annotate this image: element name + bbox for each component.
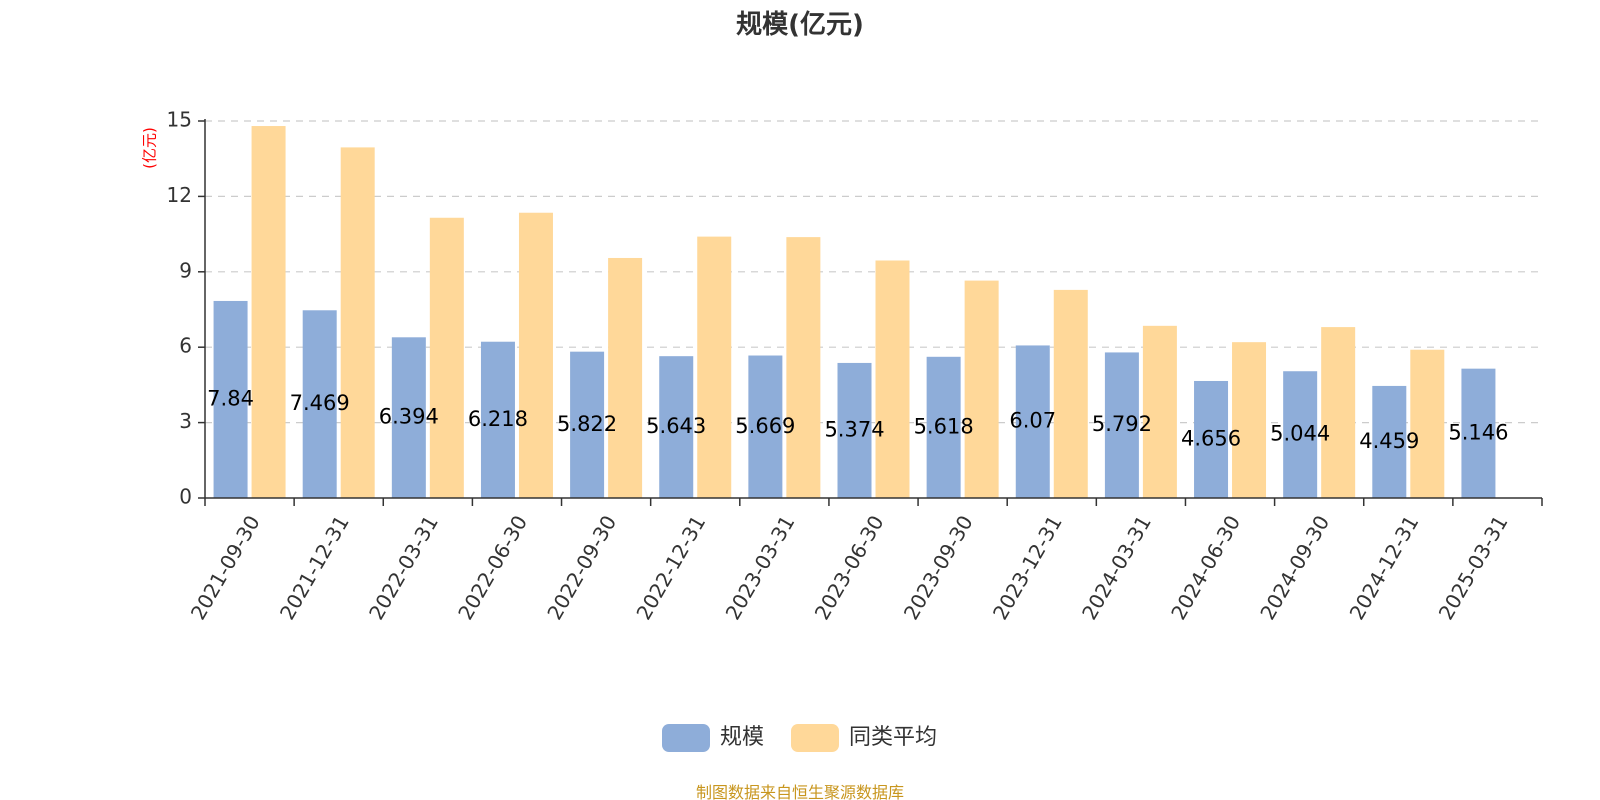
legend-item-peer-average: 同类平均 [791, 724, 937, 752]
legend-swatch [791, 724, 839, 752]
x-tick-label: 2023-12-31 [988, 511, 1067, 624]
data-label: 7.84 [207, 386, 254, 410]
bar-peer-average [518, 212, 553, 498]
x-tick-label: 2024-06-30 [1166, 511, 1245, 624]
legend-label: 同类平均 [849, 725, 937, 750]
bar-peer-average [1410, 349, 1445, 498]
bar-peer-average [340, 147, 375, 498]
grid-lines [205, 120, 1542, 424]
bar-scale [302, 310, 337, 498]
chart-title: 规模(亿元) [736, 10, 864, 40]
x-tick-label: 2022-09-30 [542, 511, 621, 624]
x-tick-label: 2024-12-31 [1344, 511, 1423, 624]
bar-peer-average [1321, 327, 1356, 498]
bar-peer-average [1053, 289, 1088, 498]
bar-scale [1372, 385, 1407, 498]
bar-scale [748, 355, 783, 498]
data-labels: 7.84 7.469 6.394 6.218 5.822 5.643 5.669 5.374 5… [207, 386, 1508, 452]
y-tick-label: 6 [179, 334, 192, 358]
bar-scale [1194, 380, 1229, 498]
bar-scale [926, 356, 961, 498]
bar-scale [659, 356, 694, 498]
data-label: 7.469 [290, 391, 350, 415]
bar-scale [1283, 371, 1318, 498]
legend: 规模 同类平均 [662, 724, 937, 752]
axes [204, 119, 1542, 499]
bar-scale [570, 351, 605, 498]
x-tick-label: 2022-12-31 [631, 511, 710, 624]
legend-item-scale: 规模 [662, 724, 764, 752]
data-label: 4.459 [1359, 429, 1419, 453]
bar-peer-average [697, 236, 732, 498]
y-tick-label: 15 [167, 108, 192, 132]
bar-peer-average [251, 126, 286, 498]
bar-scale [1015, 345, 1050, 498]
data-label: 6.07 [1009, 409, 1056, 433]
bar-peer-average [1232, 342, 1267, 498]
y-ticks: 0 3 6 9 12 15 [167, 108, 205, 509]
x-tick-label: 2025-03-31 [1434, 511, 1513, 624]
x-tick-label: 2021-12-31 [275, 511, 354, 624]
x-tick-label: 2022-06-30 [453, 511, 532, 624]
data-label: 5.374 [824, 417, 884, 441]
y-tick-label: 9 [179, 258, 192, 282]
data-label: 5.146 [1448, 420, 1508, 444]
bar-scale [1104, 352, 1139, 498]
bar-peer-average [429, 217, 464, 498]
data-label: 5.792 [1092, 412, 1152, 436]
x-tick-label: 2023-06-30 [810, 511, 889, 624]
bar-scale [480, 341, 515, 498]
bar-peer-average [875, 260, 910, 498]
y-tick-label: 0 [179, 485, 192, 509]
bar-scale [1461, 368, 1496, 498]
x-tick-label: 2023-09-30 [899, 511, 978, 624]
bar-scale [213, 300, 248, 498]
bar-peer-average [964, 280, 999, 498]
data-label: 6.394 [379, 405, 439, 429]
data-label: 5.822 [557, 412, 617, 436]
x-tick-label: 2021-09-30 [186, 511, 265, 624]
bar-peer-average [608, 257, 643, 498]
legend-label: 规模 [720, 725, 764, 750]
bar-scale [837, 362, 872, 498]
legend-swatch [662, 724, 710, 752]
y-tick-label: 3 [179, 409, 192, 433]
x-tick-label: 2024-09-30 [1255, 511, 1334, 624]
bars [213, 126, 1496, 498]
data-label: 5.669 [735, 414, 795, 438]
x-tick-label: 2023-03-31 [721, 511, 800, 624]
y-tick-label: 12 [167, 183, 192, 207]
x-ticks: 2021-09-30 2021-12-31 2022-03-31 2022-06-30… [186, 498, 1543, 624]
data-label: 4.656 [1181, 426, 1241, 450]
data-label: 5.044 [1270, 422, 1330, 446]
bar-peer-average [786, 237, 821, 498]
x-tick-label: 2024-03-31 [1077, 511, 1156, 624]
data-label: 5.643 [646, 414, 706, 438]
data-label: 6.218 [468, 407, 528, 431]
bar-peer-average [1142, 325, 1177, 498]
source-note: 制图数据来自恒生聚源数据库 [696, 783, 904, 800]
x-tick-label: 2022-03-31 [364, 511, 443, 624]
y-axis-unit-label: (亿元) [141, 127, 159, 169]
bar-scale [391, 337, 426, 498]
data-label: 5.618 [914, 414, 974, 438]
